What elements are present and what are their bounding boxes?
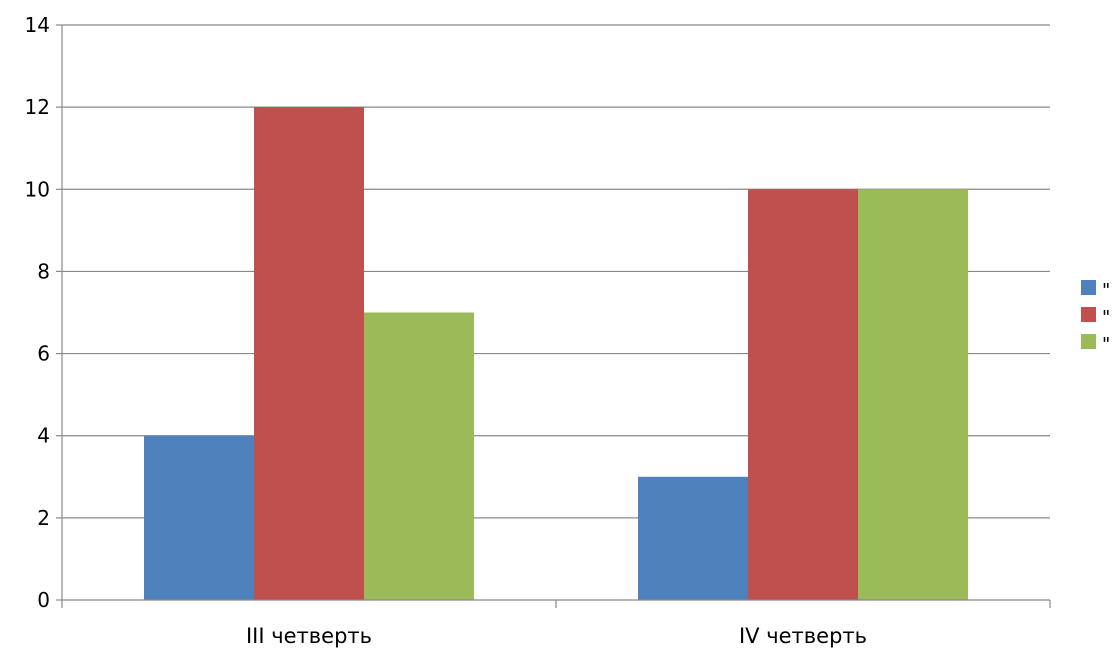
x-axis-tick-labels: III четверть IV четверть [246,624,867,648]
x-tick-label: III четверть [246,624,372,648]
legend-swatch [1081,307,1096,322]
legend-swatch [1081,280,1096,295]
y-tick-label: 12 [25,95,50,119]
bar [748,189,858,601]
bar [638,476,748,600]
legend-label: " [1102,307,1110,328]
y-tick-label: 10 [25,177,50,201]
y-tick-label: 0 [37,588,50,612]
y-tick-label: 2 [37,506,50,530]
y-tick-label: 4 [37,424,50,448]
axes [56,24,1051,608]
x-tick-label: IV четверть [739,624,867,648]
y-tick-label: 6 [37,342,50,366]
bar [144,435,254,600]
y-tick-label: 14 [25,13,50,37]
bar [364,312,474,600]
bar [858,189,968,601]
bar [254,107,364,601]
bars [144,107,968,601]
y-tick-label: 8 [37,259,50,283]
legend-label: " [1102,334,1110,355]
y-axis-tick-labels: 0 2 4 6 8 10 12 14 [25,13,50,612]
legend: " " " [1081,280,1110,355]
legend-swatch [1081,334,1096,349]
legend-label: " [1102,280,1110,301]
